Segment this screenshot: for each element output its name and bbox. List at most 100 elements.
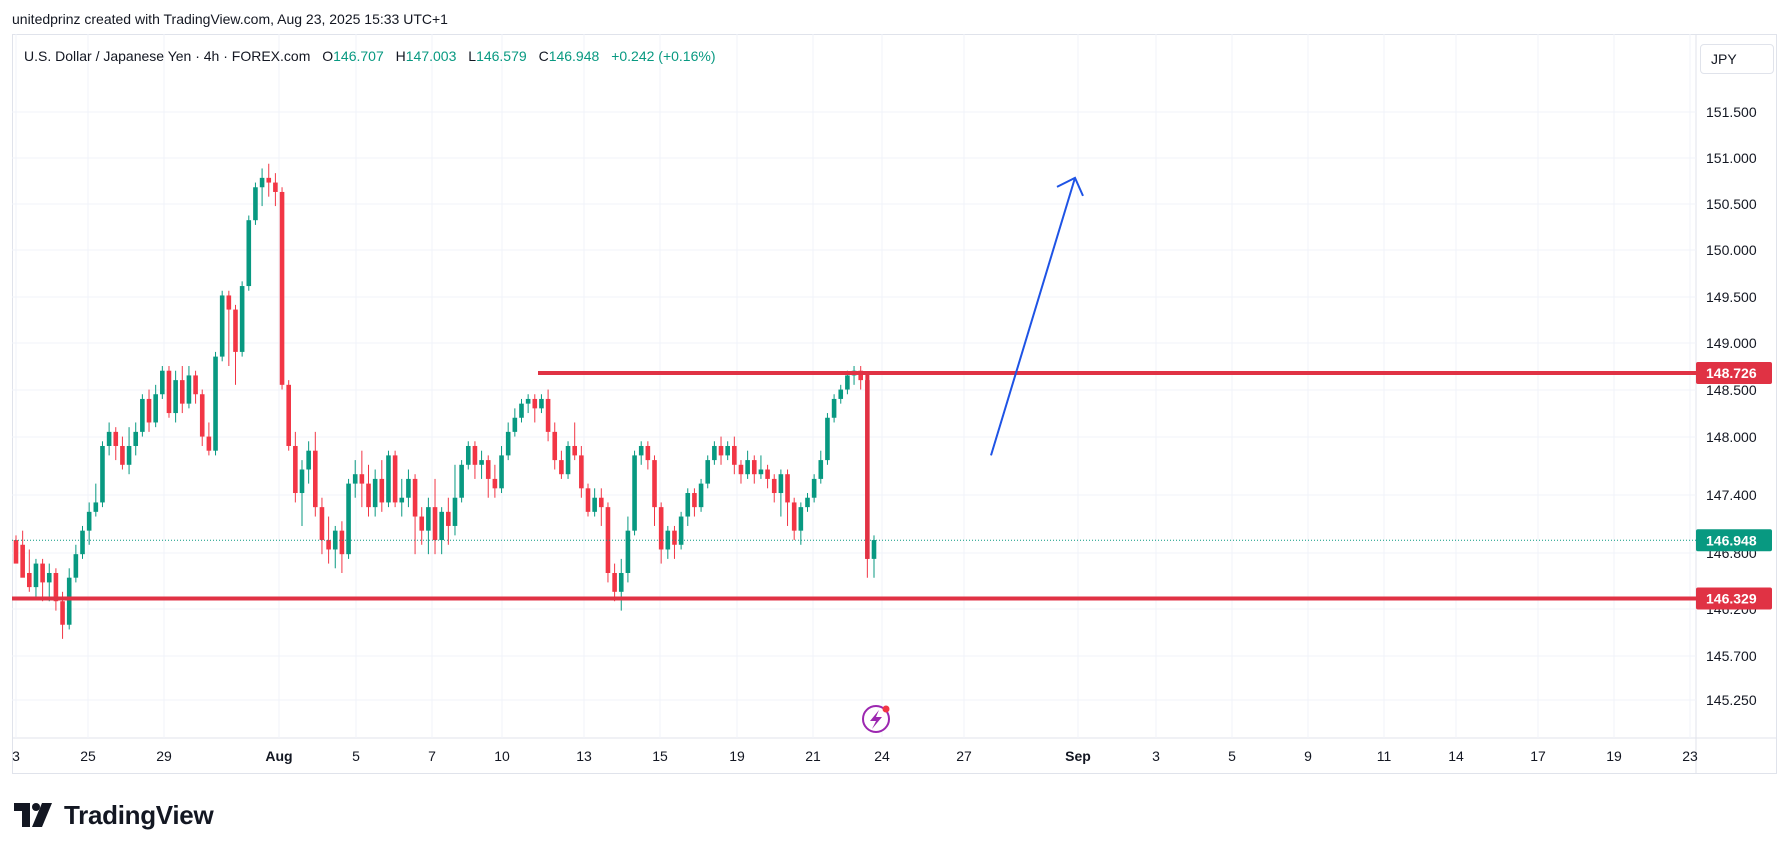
candle[interactable] (106, 422, 112, 456)
candle[interactable] (485, 455, 491, 498)
candle[interactable] (532, 394, 538, 423)
candle[interactable] (173, 370, 178, 423)
candle[interactable] (505, 422, 511, 461)
candle[interactable] (712, 441, 717, 465)
candle[interactable] (732, 436, 737, 475)
candle[interactable] (13, 535, 19, 564)
candle[interactable] (625, 516, 631, 583)
candle[interactable] (100, 441, 105, 508)
candle[interactable] (552, 422, 558, 470)
candle[interactable] (725, 441, 730, 461)
candle[interactable] (791, 497, 797, 541)
currency-button[interactable]: JPY (1700, 44, 1774, 74)
candle[interactable] (27, 549, 32, 592)
candle[interactable] (259, 168, 265, 207)
candle[interactable] (818, 450, 824, 484)
candle[interactable] (432, 478, 438, 555)
candle[interactable] (246, 215, 252, 291)
candle[interactable] (585, 483, 591, 517)
candle[interactable] (113, 427, 119, 461)
candle[interactable] (559, 450, 564, 479)
candle[interactable] (273, 173, 278, 207)
candle[interactable] (778, 469, 784, 517)
candle[interactable] (459, 460, 464, 503)
candle[interactable] (698, 478, 704, 512)
trend-arrow-shaft[interactable] (990, 177, 1076, 456)
candle[interactable] (612, 563, 617, 602)
candle[interactable] (652, 455, 657, 526)
candle[interactable] (239, 281, 245, 357)
candle[interactable] (53, 568, 59, 611)
candle[interactable] (871, 535, 877, 578)
candle[interactable] (758, 455, 764, 479)
candle[interactable] (592, 488, 597, 517)
candle[interactable] (672, 525, 677, 559)
candle[interactable] (33, 558, 39, 597)
candle[interactable] (332, 525, 338, 569)
symbol-name[interactable]: U.S. Dollar / Japanese Yen · 4h · FOREX.… (24, 48, 311, 64)
candle[interactable] (86, 502, 92, 545)
candle[interactable] (166, 366, 172, 418)
candle[interactable] (692, 488, 697, 517)
candle[interactable] (658, 502, 664, 564)
candle[interactable] (785, 469, 790, 526)
candle[interactable] (40, 558, 45, 602)
candle[interactable] (831, 394, 837, 423)
candle[interactable] (851, 366, 857, 385)
candle[interactable] (858, 366, 863, 390)
candle[interactable] (465, 441, 471, 470)
candle[interactable] (319, 497, 325, 555)
candle[interactable] (632, 450, 637, 536)
candle[interactable] (199, 389, 205, 446)
candle[interactable] (618, 558, 624, 611)
candle[interactable] (492, 464, 498, 498)
candle[interactable] (798, 502, 804, 545)
candle[interactable] (519, 398, 524, 423)
candle[interactable] (751, 455, 757, 484)
candle[interactable] (745, 450, 750, 479)
candle[interactable] (299, 460, 305, 526)
candle[interactable] (286, 380, 291, 451)
candle[interactable] (206, 422, 212, 456)
candle[interactable] (525, 394, 531, 414)
candle[interactable] (326, 516, 331, 564)
candle[interactable] (399, 478, 405, 517)
candle[interactable] (452, 464, 458, 536)
candle[interactable] (406, 469, 411, 508)
candle[interactable] (638, 441, 644, 465)
candle[interactable] (93, 483, 99, 517)
candle[interactable] (705, 455, 711, 489)
candle[interactable] (213, 351, 218, 456)
candle[interactable] (352, 460, 358, 498)
candle[interactable] (472, 441, 478, 479)
candle[interactable] (512, 408, 518, 437)
candle[interactable] (605, 502, 611, 583)
candle[interactable] (805, 493, 810, 512)
candle[interactable] (372, 469, 378, 517)
candle[interactable] (306, 441, 311, 484)
candle[interactable] (359, 450, 365, 508)
candle[interactable] (539, 394, 544, 414)
candle[interactable] (645, 441, 651, 470)
candle[interactable] (20, 530, 25, 578)
candle[interactable] (685, 488, 691, 526)
candle[interactable] (266, 163, 272, 197)
candle[interactable] (426, 497, 431, 555)
candle[interactable] (379, 460, 385, 512)
candle[interactable] (140, 394, 145, 437)
candle[interactable] (446, 497, 451, 545)
candle[interactable] (126, 427, 132, 475)
candle[interactable] (153, 384, 158, 428)
candle[interactable] (392, 450, 398, 508)
candle[interactable] (811, 474, 817, 503)
candle[interactable] (579, 445, 584, 498)
candle[interactable] (771, 474, 777, 503)
candle[interactable] (545, 389, 551, 442)
candle[interactable] (599, 488, 604, 526)
candle[interactable] (412, 474, 418, 555)
candle[interactable] (293, 431, 298, 503)
candle[interactable] (479, 450, 484, 479)
candle[interactable] (160, 366, 165, 399)
candle[interactable] (665, 525, 671, 559)
